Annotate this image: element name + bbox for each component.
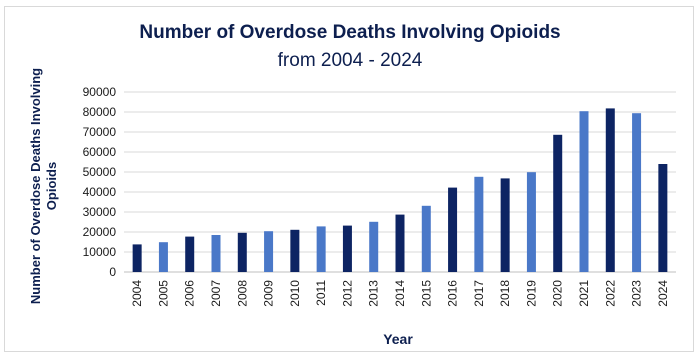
bar-2005 xyxy=(158,242,168,272)
x-tick-labels: 2004 2005 2006 2007 2008 2009 2010 2011 2012 2013… xyxy=(130,280,670,307)
chart-frame xyxy=(4,6,694,352)
bar-2008 xyxy=(237,232,247,272)
x-tick-label-2009: 2009 xyxy=(262,280,276,307)
bar-2019 xyxy=(526,172,536,272)
x-tick-label-2020: 2020 xyxy=(551,280,565,307)
y-tick-label: 50000 xyxy=(83,165,117,179)
bar-2013 xyxy=(369,221,379,272)
bar-2021 xyxy=(579,111,589,272)
bar-2024 xyxy=(658,164,668,272)
y-tick-label: 20000 xyxy=(83,225,117,239)
bar-2017 xyxy=(474,176,484,272)
bar-2020 xyxy=(553,134,563,272)
bar-2012 xyxy=(342,225,352,272)
x-tick-label-2005: 2005 xyxy=(156,280,170,307)
x-tick-label-2011: 2011 xyxy=(314,280,328,306)
y-tick-label: 30000 xyxy=(83,205,117,219)
x-tick-label-2023: 2023 xyxy=(630,280,644,307)
chart-subtitle: from 2004 - 2024 xyxy=(277,50,423,71)
bar-2006 xyxy=(185,236,195,272)
y-tick-labels: 0 10000 20000 30000 40000 50000 60000 70000 8000… xyxy=(83,85,117,279)
x-tick-label-2014: 2014 xyxy=(393,280,407,307)
bar-2009 xyxy=(264,231,274,272)
y-tick-label: 0 xyxy=(109,265,116,279)
x-tick-label-2021: 2021 xyxy=(577,280,591,307)
x-tick-label-2013: 2013 xyxy=(367,280,381,307)
x-tick-label-2012: 2012 xyxy=(340,280,354,307)
x-tick-label-2015: 2015 xyxy=(419,280,433,307)
bar-2023 xyxy=(632,113,642,272)
y-tick-label: 90000 xyxy=(83,85,117,99)
bar-2018 xyxy=(500,178,510,272)
bar-2016 xyxy=(448,187,458,272)
y-tick-label: 80000 xyxy=(83,105,117,119)
x-axis-label: Year xyxy=(383,331,413,347)
x-tick-label-2019: 2019 xyxy=(524,280,538,307)
x-tick-label-2022: 2022 xyxy=(603,280,617,307)
y-tick-label: 10000 xyxy=(83,245,117,259)
bar-2010 xyxy=(290,229,300,272)
x-tick-label-2007: 2007 xyxy=(209,280,223,307)
x-tick-label-2006: 2006 xyxy=(183,280,197,307)
x-tick-label-2024: 2024 xyxy=(656,280,670,307)
bar-2007 xyxy=(211,235,221,272)
x-tick-label-2016: 2016 xyxy=(446,280,460,307)
x-tick-label-2004: 2004 xyxy=(130,280,144,307)
bar-2004 xyxy=(132,244,142,272)
x-tick-label-2010: 2010 xyxy=(288,280,302,307)
bar-2022 xyxy=(605,108,615,273)
y-tick-label: 70000 xyxy=(83,125,117,139)
x-tick-label-2018: 2018 xyxy=(498,280,512,307)
y-tick-label: 40000 xyxy=(83,185,117,199)
x-tick-label-2017: 2017 xyxy=(472,280,486,307)
bars xyxy=(132,108,668,273)
bar-2014 xyxy=(395,214,405,272)
bar-2015 xyxy=(421,205,431,272)
chart-title: Number of Overdose Deaths Involving Opio… xyxy=(139,22,561,43)
y-tick-label: 60000 xyxy=(83,145,117,159)
x-tick-label-2008: 2008 xyxy=(235,280,249,307)
bar-2011 xyxy=(316,226,326,272)
